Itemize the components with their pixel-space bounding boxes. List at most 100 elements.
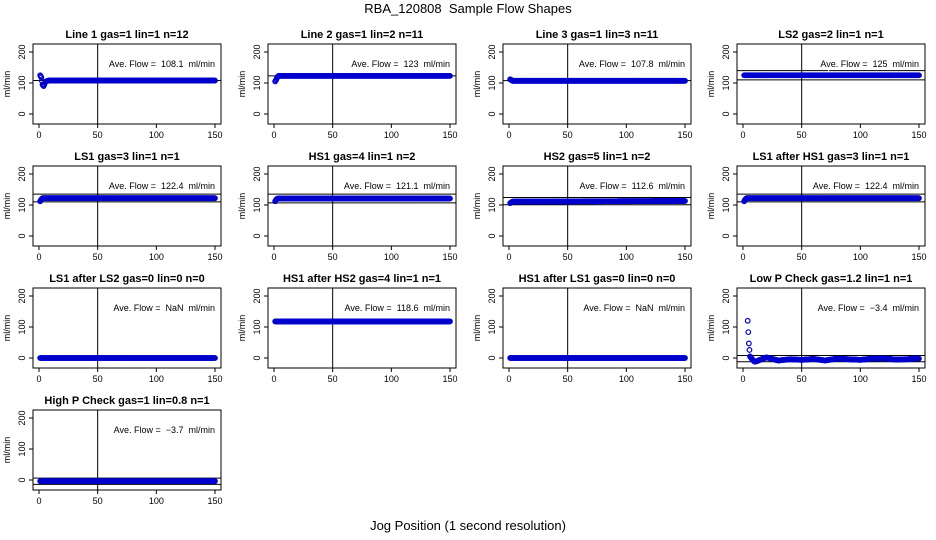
figure-title: RBA_120808 Sample Flow Shapes bbox=[364, 1, 572, 16]
panel-title: Low P Check gas=1.2 lin=1 n=1 bbox=[750, 273, 913, 285]
plot-frame bbox=[32, 287, 222, 369]
x-tick-label: 100 bbox=[149, 130, 164, 140]
x-tick-label: 100 bbox=[384, 130, 399, 140]
data-point bbox=[746, 347, 753, 353]
y-tick-label: 200 bbox=[17, 166, 27, 181]
average-flow-annotation: Ave. Flow = NaN ml/min bbox=[583, 303, 685, 313]
x-tick-label: 0 bbox=[36, 496, 41, 506]
y-axis-label: ml/min bbox=[237, 193, 247, 220]
x-tick-label: 0 bbox=[740, 130, 745, 140]
x-tick-label: 0 bbox=[36, 130, 41, 140]
y-tick-label: 100 bbox=[487, 75, 497, 90]
panel-12: Low P Check gas=1.2 lin=1 n=1 ml/min 0 100 2… bbox=[706, 273, 927, 384]
plot-frame bbox=[502, 43, 692, 125]
y-tick-label: 0 bbox=[721, 111, 731, 116]
y-axis-label: ml/min bbox=[706, 71, 716, 98]
panel-title: LS1 after LS2 gas=0 lin=0 n=0 bbox=[49, 273, 205, 285]
panel-4: LS2 gas=2 lin=1 n=1 ml/min 0 100 200 0 50 100 15… bbox=[706, 29, 927, 140]
average-flow-annotation: Ave. Flow = 125 ml/min bbox=[820, 59, 919, 69]
y-tick-label: 200 bbox=[487, 166, 497, 181]
x-tick-label: 100 bbox=[149, 252, 164, 262]
x-tick-label: 150 bbox=[677, 130, 692, 140]
data-point bbox=[212, 195, 218, 202]
x-tick-label: 0 bbox=[36, 252, 41, 262]
x-tick-label: 100 bbox=[853, 252, 868, 262]
panel-title: High P Check gas=1 lin=0.8 n=1 bbox=[44, 395, 209, 407]
data-point bbox=[38, 74, 45, 81]
y-tick-label: 200 bbox=[721, 166, 731, 181]
y-tick-label: 200 bbox=[252, 44, 262, 59]
x-tick-label: 0 bbox=[36, 374, 41, 384]
y-tick-label: 200 bbox=[487, 288, 497, 303]
x-tick-label: 100 bbox=[384, 374, 399, 384]
panel-3: Line 3 gas=1 lin=3 n=11 ml/min 0 100 200 0 50 1… bbox=[472, 29, 693, 140]
panel-title: HS1 after HS2 gas=4 lin=1 n=1 bbox=[283, 273, 441, 285]
y-tick-label: 0 bbox=[17, 233, 27, 238]
y-tick-label: 100 bbox=[721, 319, 731, 334]
x-tick-label: 0 bbox=[271, 252, 276, 262]
x-tick-label: 150 bbox=[207, 252, 222, 262]
plot-frame bbox=[736, 165, 926, 247]
x-tick-label: 50 bbox=[563, 130, 573, 140]
y-axis-label: ml/min bbox=[472, 71, 482, 98]
x-tick-label: 150 bbox=[442, 252, 457, 262]
x-tick-label: 150 bbox=[911, 130, 926, 140]
average-flow-annotation: Ave. Flow = 108.1 ml/min bbox=[109, 59, 215, 69]
x-tick-label: 0 bbox=[506, 374, 511, 384]
y-axis-label: ml/min bbox=[237, 315, 247, 342]
x-tick-label: 0 bbox=[271, 130, 276, 140]
data-point bbox=[682, 355, 688, 361]
x-tick-label: 0 bbox=[740, 252, 745, 262]
x-tick-label: 150 bbox=[442, 130, 457, 140]
x-tick-label: 150 bbox=[677, 374, 692, 384]
x-tick-label: 100 bbox=[384, 252, 399, 262]
average-flow-annotation: Ave. Flow = 123 ml/min bbox=[351, 59, 450, 69]
data-point bbox=[682, 198, 688, 204]
x-tick-label: 50 bbox=[797, 130, 807, 140]
panel-title: Line 3 gas=1 lin=3 n=11 bbox=[536, 29, 659, 41]
y-tick-label: 200 bbox=[17, 44, 27, 59]
x-tick-label: 50 bbox=[93, 130, 103, 140]
y-tick-label: 100 bbox=[487, 319, 497, 334]
panel-6: HS1 gas=4 lin=1 n=2 ml/min 0 100 200 0 50 100 15… bbox=[237, 151, 458, 262]
average-flow-annotation: Ave. Flow = −3.7 ml/min bbox=[114, 425, 215, 435]
panel-11: HS1 after LS1 gas=0 lin=0 n=0 ml/min 0 100 2… bbox=[472, 273, 693, 384]
y-tick-label: 100 bbox=[252, 319, 262, 334]
x-tick-label: 50 bbox=[93, 496, 103, 506]
plot-frame bbox=[32, 43, 222, 125]
average-flow-annotation: Ave. Flow = 121.1 ml/min bbox=[344, 181, 450, 191]
plot-frame bbox=[267, 43, 457, 125]
x-tick-label: 100 bbox=[619, 252, 634, 262]
x-tick-label: 0 bbox=[740, 374, 745, 384]
average-flow-annotation: Ave. Flow = 118.6 ml/min bbox=[345, 303, 450, 313]
average-flow-annotation: Ave. Flow = 122.4 ml/min bbox=[813, 181, 919, 191]
y-tick-label: 200 bbox=[252, 288, 262, 303]
y-axis-label: ml/min bbox=[472, 193, 482, 220]
x-tick-label: 150 bbox=[207, 374, 222, 384]
x-tick-label: 50 bbox=[563, 252, 573, 262]
y-tick-label: 200 bbox=[487, 44, 497, 59]
x-tick-label: 150 bbox=[911, 252, 926, 262]
x-tick-label: 50 bbox=[328, 374, 338, 384]
plot-frame bbox=[32, 409, 222, 491]
x-tick-label: 100 bbox=[853, 130, 868, 140]
y-tick-label: 0 bbox=[487, 233, 497, 238]
plot-frame bbox=[267, 165, 457, 247]
x-tick-label: 50 bbox=[797, 252, 807, 262]
y-tick-label: 0 bbox=[721, 355, 731, 360]
y-tick-label: 0 bbox=[487, 355, 497, 360]
panel-title: LS1 after HS1 gas=3 lin=1 n=1 bbox=[753, 151, 910, 163]
panel-8: LS1 after HS1 gas=3 lin=1 n=1 ml/min 0 100 2… bbox=[706, 151, 927, 262]
y-axis-label: ml/min bbox=[2, 193, 12, 220]
y-axis-label: ml/min bbox=[2, 71, 12, 98]
y-tick-label: 100 bbox=[721, 197, 731, 212]
panel-title: Line 1 gas=1 lin=1 n=12 bbox=[65, 29, 188, 41]
average-flow-annotation: Ave. Flow = 122.4 ml/min bbox=[109, 181, 215, 191]
panel-5: LS1 gas=3 lin=1 n=1 ml/min 0 100 200 0 50 100 15… bbox=[2, 151, 223, 262]
panel-title: Line 2 gas=1 lin=2 n=11 bbox=[301, 29, 424, 41]
panel-title: HS1 after LS1 gas=0 lin=0 n=0 bbox=[519, 273, 676, 285]
plot-frame bbox=[502, 287, 692, 369]
data-point bbox=[916, 195, 922, 202]
y-tick-label: 200 bbox=[721, 44, 731, 59]
average-flow-annotation: Ave. Flow = −3.4 ml/min bbox=[818, 303, 919, 313]
